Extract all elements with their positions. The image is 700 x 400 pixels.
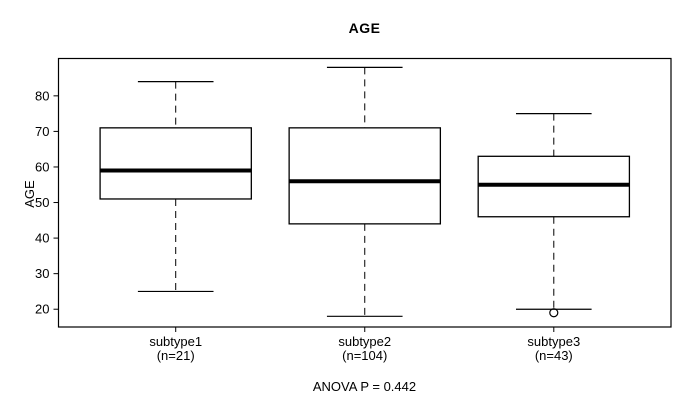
outlier-point [549, 308, 559, 318]
y-tick-label: 30 [35, 266, 49, 281]
x-category-count-label: (n=104) [342, 348, 387, 363]
y-tick-label: 70 [35, 124, 49, 139]
y-tick-label: 40 [35, 231, 49, 246]
anova-p-note: ANOVA P = 0.442 [312, 379, 417, 394]
x-category-count-label: (n=43) [535, 348, 573, 363]
x-category-label: subtype3 [527, 334, 580, 349]
iqr-box [99, 127, 252, 200]
chart-title: AGE [348, 20, 381, 36]
x-category-label: subtype2 [338, 334, 391, 349]
y-tick-label: 50 [35, 195, 49, 210]
y-tick-label: 80 [35, 88, 49, 103]
x-category-label: subtype1 [149, 334, 202, 349]
y-tick-label: 20 [35, 302, 49, 317]
y-tick-label: 60 [35, 159, 49, 174]
x-category-count-label: (n=21) [157, 348, 195, 363]
iqr-box [288, 127, 442, 225]
